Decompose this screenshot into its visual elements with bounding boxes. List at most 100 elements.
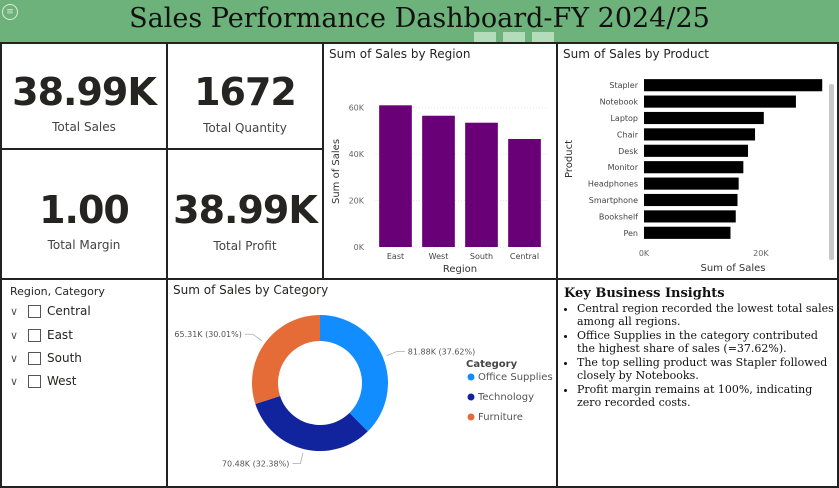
kpi-label: Total Profit bbox=[213, 239, 277, 253]
checkbox[interactable] bbox=[28, 329, 41, 342]
bar bbox=[644, 177, 739, 190]
legend-marker bbox=[467, 393, 475, 401]
insights-heading: Key Business Insights bbox=[564, 286, 725, 301]
slicer-item-label: Central bbox=[47, 304, 91, 318]
kpi-value: 38.99K bbox=[173, 188, 318, 232]
y-tick-label: Pen bbox=[623, 229, 638, 238]
leader-line bbox=[386, 351, 405, 357]
bar bbox=[465, 122, 498, 247]
x-axis-title: Sum of Sales bbox=[700, 263, 765, 274]
legend-item: Office Supplies bbox=[478, 372, 553, 383]
legend-item: Furniture bbox=[478, 412, 523, 423]
y-tick-label: Smartphone bbox=[589, 196, 638, 205]
visual-more-button[interactable] bbox=[532, 32, 554, 42]
insights-list: Central region recorded the lowest total… bbox=[564, 302, 837, 410]
x-axis-title: Region bbox=[443, 264, 477, 275]
menu-icon[interactable]: ≡ bbox=[2, 4, 18, 20]
bar bbox=[644, 79, 823, 92]
page-title: Sales Performance Dashboard-FY 2024/25 bbox=[129, 3, 710, 34]
slicer-item-label: East bbox=[47, 328, 73, 342]
data-label: 65.31K (30.01%) bbox=[174, 330, 241, 339]
slicer-item-label: South bbox=[47, 351, 82, 365]
leader-line bbox=[244, 333, 262, 342]
chart-title: Sum of Sales by Region bbox=[329, 47, 471, 61]
region-bar-chart-svg: 0K 20K 40K 60K East West South Central Region Sum… bbox=[331, 104, 546, 275]
bar bbox=[644, 144, 749, 157]
y-tick-label: 20K bbox=[349, 197, 365, 206]
x-tick-label: 0K bbox=[639, 249, 650, 258]
y-tick-label: 60K bbox=[349, 104, 365, 113]
slicer-item-east[interactable]: ∨ East bbox=[10, 328, 73, 344]
visual-filter-button[interactable] bbox=[503, 32, 525, 42]
kpi-card-total-sales[interactable]: 38.99K Total Sales bbox=[0, 42, 168, 150]
category-donut-chart-svg: 81.88K (37.62%) 70.48K (32.38%) 65.31K (30… bbox=[174, 315, 553, 469]
legend-marker bbox=[467, 413, 475, 421]
title-bar: ≡ Sales Performance Dashboard-FY 2024/25 bbox=[0, 0, 839, 42]
slicer-item-west[interactable]: ∨ West bbox=[10, 374, 77, 390]
bar bbox=[644, 128, 756, 141]
category-sales-chart[interactable]: Sum of Sales by Category 81.88K (37.62%)… bbox=[166, 278, 558, 488]
product-sales-chart[interactable]: Sum of Sales by Product Stapler Notebook L… bbox=[556, 42, 839, 280]
y-tick-label: Headphones bbox=[588, 180, 638, 189]
chart-title: Sum of Sales by Product bbox=[563, 47, 709, 61]
x-tick-label: South bbox=[470, 252, 493, 261]
x-tick-label: 20K bbox=[753, 249, 769, 258]
region-sales-chart[interactable]: Sum of Sales by Region 0K 20K 40K 60K East We… bbox=[322, 42, 558, 280]
kpi-value: 1.00 bbox=[39, 188, 130, 232]
y-tick-label: Laptop bbox=[610, 114, 638, 123]
chevron-down-icon[interactable]: ∨ bbox=[10, 352, 19, 365]
slicer-title: Region, Category bbox=[10, 285, 105, 298]
y-tick-label: Bookshelf bbox=[599, 212, 638, 221]
kpi-value: 38.99K bbox=[12, 70, 157, 114]
kpi-label: Total Sales bbox=[52, 120, 116, 134]
checkbox[interactable] bbox=[28, 375, 41, 388]
key-insights-panel: Key Business Insights Central region rec… bbox=[556, 278, 839, 488]
donut-slice bbox=[255, 395, 368, 451]
leader-line bbox=[292, 452, 304, 465]
donut-slice bbox=[320, 315, 388, 432]
y-axis-title: Product bbox=[564, 140, 575, 178]
product-bar-chart-svg: Stapler Notebook Laptop Chair Desk Monitor Hea… bbox=[564, 79, 823, 274]
insight-item: Office Supplies in the category contribu… bbox=[577, 329, 837, 355]
y-tick-label: 40K bbox=[349, 150, 365, 159]
x-tick-label: East bbox=[387, 252, 404, 261]
slicer-item-label: West bbox=[47, 374, 77, 388]
chevron-down-icon[interactable]: ∨ bbox=[10, 375, 19, 388]
y-tick-label: Desk bbox=[618, 147, 638, 156]
kpi-label: Total Quantity bbox=[203, 121, 287, 135]
y-tick-label: Chair bbox=[617, 130, 639, 139]
x-tick-label: West bbox=[429, 252, 449, 261]
y-tick-label: Stapler bbox=[609, 81, 638, 90]
kpi-card-total-quantity[interactable]: 1672 Total Quantity bbox=[166, 42, 324, 150]
insight-item: Profit margin remains at 100%, indicatin… bbox=[577, 383, 837, 409]
bar bbox=[644, 193, 738, 207]
bar bbox=[644, 111, 764, 125]
bar bbox=[644, 95, 796, 108]
data-label: 81.88K (37.62%) bbox=[408, 348, 475, 357]
donut-slice bbox=[252, 315, 320, 405]
legend-marker bbox=[467, 373, 475, 381]
bar bbox=[644, 210, 736, 223]
legend-title: Category bbox=[466, 359, 518, 370]
insight-item: The top selling product was Stapler foll… bbox=[577, 356, 837, 382]
visual-focus-button[interactable] bbox=[474, 32, 496, 42]
kpi-card-total-margin[interactable]: 1.00 Total Margin bbox=[0, 148, 168, 280]
bar bbox=[508, 138, 541, 247]
bar bbox=[379, 105, 412, 247]
y-axis-title: Sum of Sales bbox=[331, 139, 342, 204]
slicer-item-south[interactable]: ∨ South bbox=[10, 351, 82, 367]
checkbox[interactable] bbox=[28, 305, 41, 318]
slicer-item-central[interactable]: ∨ Central bbox=[10, 304, 91, 320]
kpi-value: 1672 bbox=[194, 70, 297, 114]
chart-title: Sum of Sales by Category bbox=[173, 283, 329, 297]
chevron-down-icon[interactable]: ∨ bbox=[10, 305, 19, 318]
x-tick-label: Central bbox=[510, 252, 539, 261]
chevron-down-icon[interactable]: ∨ bbox=[10, 329, 19, 342]
kpi-card-total-profit[interactable]: 38.99K Total Profit bbox=[166, 148, 324, 280]
bar bbox=[644, 161, 744, 174]
checkbox[interactable] bbox=[28, 352, 41, 365]
scrollbar[interactable] bbox=[829, 84, 834, 260]
bar bbox=[422, 115, 455, 247]
legend-item: Technology bbox=[477, 392, 534, 403]
bar bbox=[644, 226, 731, 239]
